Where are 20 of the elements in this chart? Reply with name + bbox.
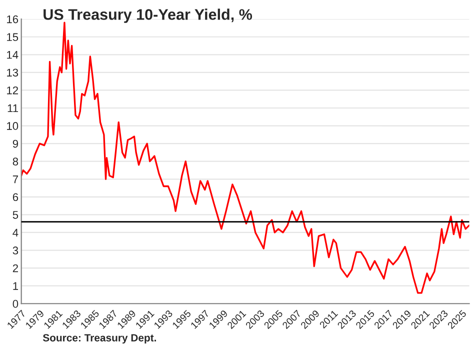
source-note: Source: Treasury Dept.: [42, 334, 156, 344]
line-series: [21, 22, 470, 294]
y-tick-label: 0: [12, 300, 18, 308]
y-tick-label: 7: [12, 176, 18, 184]
y-tick-label: 12: [7, 86, 18, 94]
y-tick-label: 13: [7, 68, 18, 77]
y-tick-label: 6: [12, 193, 18, 202]
chart-title: US Treasury 10-Year Yield, %: [44, 8, 252, 23]
y-tick-label: 11: [8, 104, 18, 112]
y-tick-label: 10: [7, 122, 18, 130]
y-tick-label: 8: [12, 158, 18, 166]
y-tick-label: 16: [7, 15, 18, 24]
y-tick-label: 2: [12, 264, 18, 272]
y-tick-label: 9: [12, 140, 18, 148]
y-tick-label: 3: [12, 246, 18, 254]
y-tick-label: 15: [7, 33, 18, 42]
y-tick-label: 14: [7, 51, 18, 59]
y-tick-label: 1: [13, 282, 18, 290]
y-tick-label: 5: [12, 211, 18, 219]
y-tick-label: 4: [12, 228, 18, 237]
